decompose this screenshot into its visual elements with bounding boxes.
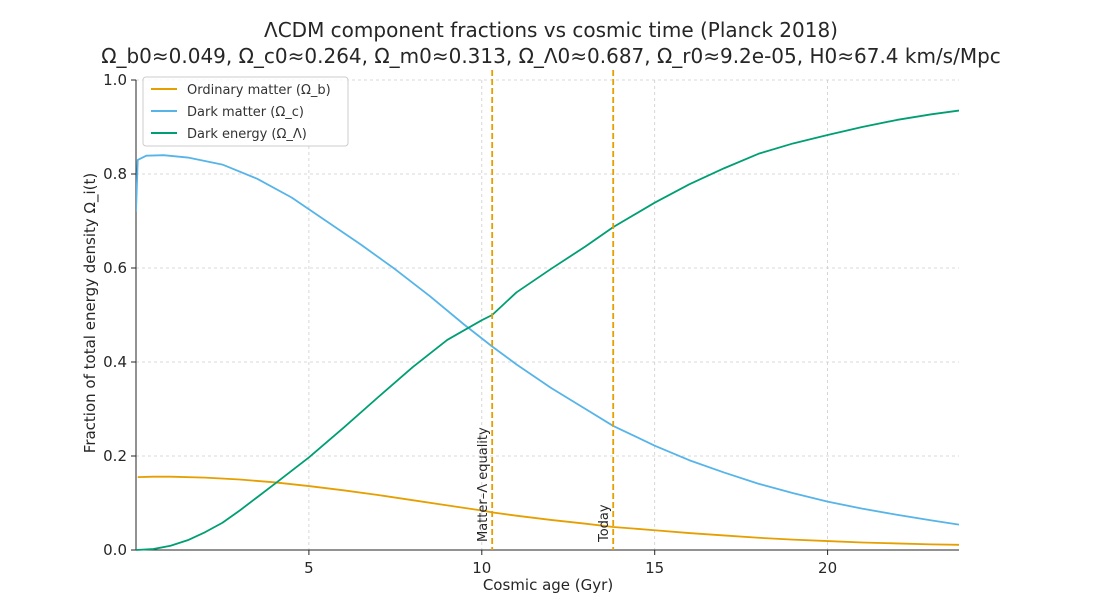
y-tick-label: 0.6 — [103, 259, 127, 277]
x-tick-label: 10 — [472, 559, 491, 577]
y-tick-label: 0.0 — [103, 541, 127, 559]
y-tick-label: 0.4 — [103, 353, 127, 371]
series-line-ordinary-matter-b — [137, 475, 959, 546]
legend: Ordinary matter (Ω_b) Dark matter (Ω_c) … — [142, 76, 349, 147]
x-tick-label: 15 — [645, 559, 664, 577]
vline-label-today: Today — [597, 504, 612, 543]
x-tick-label: 5 — [304, 559, 314, 577]
series-group — [136, 109, 959, 551]
vline-label-matter-equality: Matter–Λ equality — [476, 427, 491, 542]
legend-label-baryons: Ordinary matter (Ω_b) — [187, 83, 331, 98]
chart-title: ΛCDM component fractions vs cosmic time … — [264, 18, 838, 42]
legend-box — [142, 76, 349, 147]
y-tick-label: 0.8 — [103, 165, 127, 183]
series-line-dark-matter-c — [136, 154, 959, 526]
chart-subtitle: Ω_b0≈0.049, Ω_c0≈0.264, Ω_m0≈0.313, Ω_Λ0… — [101, 44, 1001, 68]
legend-label-dark-matter: Dark matter (Ω_c) — [187, 105, 304, 120]
x-tick-label: 20 — [818, 559, 837, 577]
axes: 5 10 15 20 0.0 0.2 0.4 0.6 0.8 1.0 — [103, 71, 959, 577]
x-axis-label: Cosmic age (Gyr) — [483, 576, 613, 594]
grid — [136, 79, 959, 550]
series-line-dark-energy — [136, 109, 959, 551]
legend-label-dark-energy: Dark energy (Ω_Λ) — [187, 127, 307, 142]
y-tick-label: 0.2 — [103, 447, 127, 465]
y-axis-label: Fraction of total energy density Ω_i(t) — [81, 173, 100, 453]
annotation-lines: Matter–Λ equality Today — [476, 70, 615, 550]
y-tick-label: 1.0 — [103, 71, 127, 89]
